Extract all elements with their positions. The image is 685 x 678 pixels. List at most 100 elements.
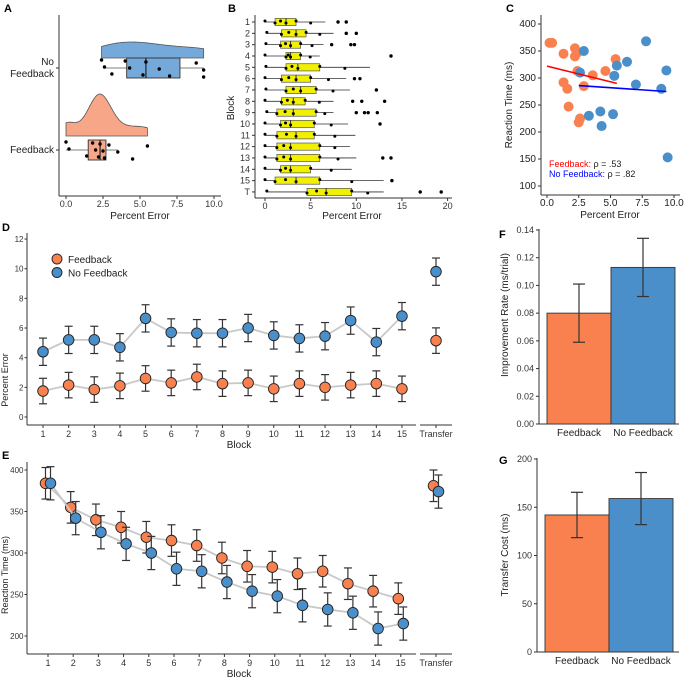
b-point <box>287 30 291 34</box>
e-x-tick-label: 14 <box>371 658 381 668</box>
c-point-no-feedback <box>578 46 589 56</box>
d-x-tick-label: 9 <box>246 429 251 439</box>
d-point-no-feedback <box>319 330 331 342</box>
b-point <box>284 55 288 59</box>
b-point <box>331 89 335 93</box>
b-point <box>275 157 279 161</box>
a-point <box>144 60 148 64</box>
d-point-feedback <box>37 385 49 397</box>
b-point <box>326 78 330 82</box>
e-point-feedback <box>241 560 253 573</box>
b-outlier <box>358 76 362 81</box>
d-y-tick-label: 12 <box>15 235 24 244</box>
panel-label-D: D <box>2 222 10 234</box>
f-y-tick-label: 0.08 <box>516 308 534 318</box>
f-x-tick-label: No Feedback <box>613 428 673 439</box>
d-x-tick-label: 14 <box>371 429 381 439</box>
e-point-feedback <box>342 577 354 590</box>
e-point-feedback <box>140 531 153 543</box>
b-point <box>289 157 293 161</box>
b-point <box>312 132 316 136</box>
c-annotation-stat: ρ = .53 <box>591 159 621 169</box>
b-point <box>309 21 313 25</box>
d-point-no-feedback <box>396 310 408 322</box>
b-point <box>294 78 298 82</box>
d-point-no-feedback <box>370 336 383 348</box>
e-point-no-feedback <box>221 576 233 588</box>
e-x-tick-label: 15 <box>396 658 406 668</box>
c-point-feedback <box>558 48 569 59</box>
e-point-feedback <box>291 568 304 580</box>
b-y-tick-label: 15 <box>240 176 250 186</box>
d-point-feedback <box>191 371 203 383</box>
e-point-no-feedback <box>69 512 82 524</box>
e-y-axis-label: Reaction Time (ms) <box>0 536 10 614</box>
e-y-tick-label: 400 <box>10 466 24 475</box>
c-point-no-feedback <box>609 70 620 81</box>
c-fit-line-no-feedback <box>578 84 667 93</box>
f-y-tick-label: 0.00 <box>516 419 534 429</box>
b-point <box>263 166 267 170</box>
d-x-tick-label: 6 <box>169 429 174 439</box>
e-x-tick-label-transfer: Transfer <box>419 658 452 668</box>
e-point-feedback <box>392 592 405 605</box>
b-box <box>281 29 307 38</box>
d-x-tick-label: 12 <box>320 429 330 439</box>
g-y-tick-label: 200 <box>517 454 532 464</box>
b-point <box>279 123 283 127</box>
d-point-feedback <box>293 377 306 390</box>
f-x-tick-label: Feedback <box>557 428 602 439</box>
c-x-tick-label: 5.0 <box>604 198 618 209</box>
d-y-tick-label: 0 <box>19 413 24 422</box>
b-point <box>294 134 298 138</box>
c-fit-line-feedback <box>546 65 618 85</box>
e-point-feedback <box>316 565 329 578</box>
b-x-tick-label: 0 <box>262 201 267 211</box>
c-point-no-feedback <box>630 79 641 90</box>
b-point <box>284 166 288 170</box>
b-point <box>273 21 277 25</box>
b-point <box>287 76 291 80</box>
b-point <box>275 134 279 138</box>
b-point <box>318 32 322 36</box>
e-x-tick-label: 8 <box>222 658 227 668</box>
a-point <box>99 58 104 62</box>
d-point-no-feedback <box>37 345 49 358</box>
b-y-tick-label: 12 <box>240 142 250 152</box>
d-x-tick-label: 15 <box>397 429 407 439</box>
a-point <box>110 72 114 76</box>
e-x-tick-label: 13 <box>345 658 355 668</box>
b-point <box>318 178 322 182</box>
b-y-tick-label: 3 <box>245 40 250 50</box>
b-point <box>265 189 269 193</box>
e-x-tick-label: 2 <box>71 658 76 668</box>
b-point <box>318 144 322 148</box>
c-y-tick-label: 150 <box>519 154 536 165</box>
e-point-no-feedback <box>372 622 384 635</box>
d-x-tick-label: 13 <box>346 429 356 439</box>
b-point <box>310 44 314 48</box>
c-annotation-label: Feedback: <box>549 159 591 169</box>
a-point <box>96 155 101 159</box>
b-outlier <box>439 190 443 194</box>
a-point <box>107 143 111 147</box>
e-point-no-feedback <box>296 599 309 612</box>
c-x-axis-label: Percent Error <box>580 210 640 221</box>
b-point <box>299 53 303 57</box>
a-box-no-feedback <box>126 57 181 79</box>
d-x-tick-label: 10 <box>269 429 279 439</box>
b-point <box>333 134 337 138</box>
a-point <box>201 75 206 79</box>
b-point <box>299 42 303 46</box>
c-point-no-feedback <box>611 60 622 71</box>
a-point <box>102 156 107 160</box>
g-y-tick-label: 100 <box>517 551 532 561</box>
d-y-tick-label: 4 <box>19 354 24 363</box>
e-x-tick-label: 10 <box>270 658 280 668</box>
b-outlier <box>360 99 364 104</box>
e-point-transfer-no-feedback <box>432 485 445 498</box>
f-y-tick-label: 0.12 <box>516 253 534 263</box>
c-x-tick-label: 2.5 <box>572 198 586 209</box>
c-x-tick-label: 7.5 <box>635 198 649 209</box>
